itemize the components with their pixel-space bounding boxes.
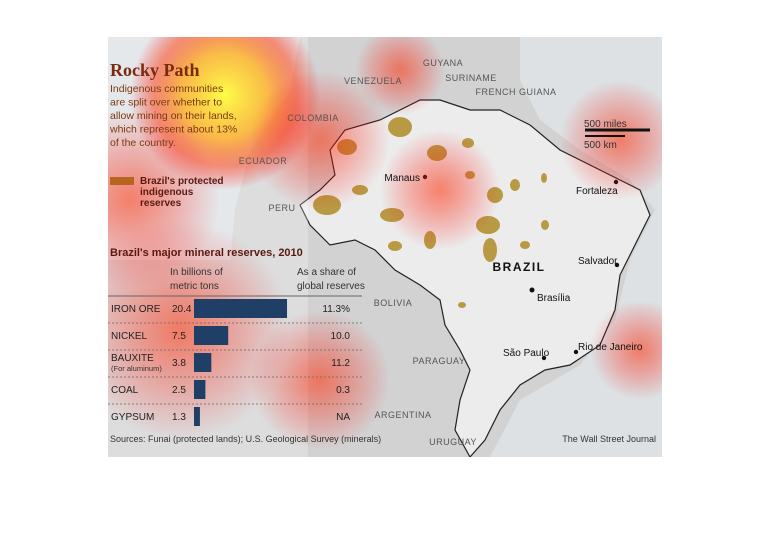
city-label: Rio de Janeiro: [578, 342, 643, 353]
legend-swatch: [110, 177, 134, 185]
map: [108, 37, 662, 457]
column-header: global reserves: [297, 281, 365, 292]
description-line: are split over whether to: [110, 97, 222, 109]
country-label: SURINAME: [445, 73, 497, 83]
bar: [194, 353, 212, 372]
column-header: As a share of: [297, 267, 356, 278]
title: Rocky Path: [110, 60, 200, 80]
value: 1.3: [172, 412, 186, 423]
city-label: Fortaleza: [576, 186, 618, 197]
credit: The Wall Street Journal: [562, 434, 656, 444]
country-label: BOLIVIA: [374, 298, 413, 308]
share: 11.3%: [322, 304, 350, 315]
bar: [194, 299, 288, 318]
description-line: of the country.: [110, 137, 176, 149]
value: 3.8: [172, 358, 186, 369]
scale-label: 500 km: [584, 140, 617, 151]
country-label: COLOMBIA: [287, 113, 339, 123]
country-label: BRAZIL: [493, 260, 546, 274]
city-label: São Paulo: [503, 348, 550, 359]
share: NA: [336, 412, 350, 423]
description: Indigenous communities are split over whe…: [109, 83, 237, 149]
table-rows: IRON ORE 20.4 11.3% NICKEL 7.5 10.0 BAUXITE(Fo…: [108, 295, 362, 426]
column-header: In billions of: [170, 267, 223, 278]
country-label: PARAGUAY: [413, 356, 466, 366]
mineral: GYPSUM: [111, 412, 154, 423]
country-label: ARGENTINA: [374, 410, 431, 420]
value: 2.5: [172, 385, 186, 396]
table-title: Brazil's major mineral reserves, 2010: [110, 247, 303, 259]
city-label: Brasília: [537, 293, 571, 304]
bar: [194, 380, 206, 399]
description-line: which represent about 13%: [109, 124, 237, 136]
column-header: metric tons: [170, 281, 219, 292]
country-label: URUGUAY: [429, 437, 477, 447]
country-label: VENEZUELA: [344, 76, 402, 86]
legend-label: Brazil's protected: [140, 176, 224, 187]
city-label: Manaus: [384, 173, 420, 184]
value: 20.4: [172, 304, 192, 315]
mineral: NICKEL: [111, 331, 148, 342]
country-label: FRENCH GUIANA: [475, 87, 556, 97]
share: 11.2: [331, 358, 350, 369]
mineral: BAUXITE: [111, 353, 154, 364]
share: 10.0: [331, 331, 351, 342]
value: 7.5: [172, 331, 186, 342]
bar: [194, 326, 229, 345]
mineral-note: (For aluminum): [111, 364, 162, 373]
description-line: Indigenous communities: [110, 83, 223, 95]
legend-label: indigenous: [140, 187, 194, 198]
sources: Sources: Funai (protected lands); U.S. G…: [110, 434, 381, 444]
city-label: Salvador: [578, 256, 618, 267]
bar: [194, 407, 200, 426]
legend-label: reserves: [140, 198, 182, 209]
country-label: PERU: [268, 203, 295, 213]
share: 0.3: [336, 385, 350, 396]
mineral: IRON ORE: [111, 304, 161, 315]
country-label: ECUADOR: [239, 156, 288, 166]
description-line: allow mining on their lands,: [110, 110, 237, 122]
mineral: COAL: [111, 385, 139, 396]
country-label: GUYANA: [423, 58, 463, 68]
scale-label: 500 miles: [584, 119, 627, 130]
